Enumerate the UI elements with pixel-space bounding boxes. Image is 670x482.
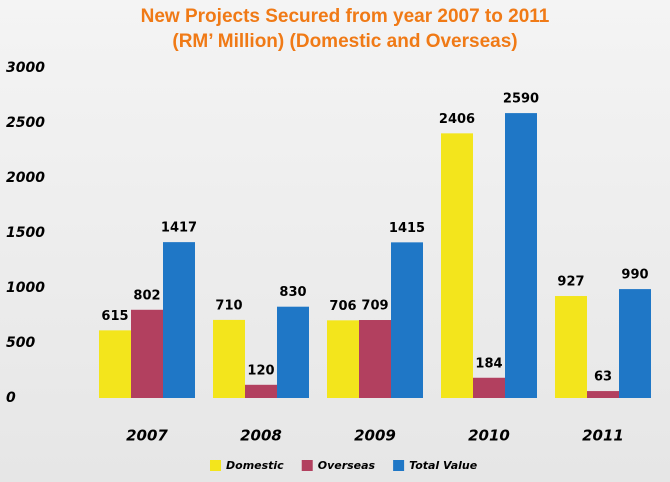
bar	[587, 391, 619, 398]
value-label: 802	[133, 288, 160, 303]
x-tick-label: 2008	[240, 427, 282, 445]
bar	[163, 242, 195, 398]
x-tick-label: 2009	[354, 427, 396, 445]
y-tick-label: 1000	[6, 280, 45, 296]
x-tick-label: 2007	[126, 427, 168, 445]
value-label: 615	[101, 309, 128, 324]
y-tick-label: 2500	[6, 115, 45, 131]
x-tick-label: 2011	[582, 427, 624, 445]
y-tick-label: 2000	[6, 170, 45, 186]
value-label: 120	[247, 363, 274, 378]
value-label: 990	[621, 268, 648, 283]
bar	[131, 309, 163, 398]
y-tick-label: 0	[6, 390, 16, 406]
bar	[277, 306, 309, 398]
value-label: 927	[557, 275, 584, 290]
value-label: 709	[361, 299, 388, 314]
bar	[505, 113, 537, 398]
chart-title: New Projects Secured from year 2007 to 2…	[141, 6, 550, 27]
bar	[359, 320, 391, 398]
legend-swatch	[210, 460, 221, 471]
legend-swatch	[301, 460, 313, 471]
bar	[441, 133, 473, 398]
bar	[473, 377, 505, 398]
legend-swatch	[393, 460, 405, 471]
value-label: 1415	[389, 221, 425, 236]
value-label: 1417	[161, 221, 197, 236]
bar	[213, 319, 245, 398]
bar	[555, 296, 587, 398]
y-tick-label: 500	[6, 335, 35, 351]
value-label: 184	[475, 356, 502, 371]
value-label: 710	[215, 298, 242, 313]
x-tick-label: 2010	[468, 427, 510, 445]
y-tick-label: 1500	[6, 225, 45, 241]
legend-label: Total Value	[409, 459, 478, 472]
value-label: 830	[279, 285, 306, 300]
legend-label: Overseas	[318, 459, 376, 472]
legend-label: Domestic	[226, 459, 284, 472]
bar	[391, 242, 423, 398]
value-label: 2406	[439, 112, 475, 127]
bar	[619, 289, 651, 398]
value-label: 2590	[503, 92, 539, 107]
y-tick-label: 3000	[6, 60, 45, 76]
value-label: 706	[329, 299, 356, 314]
bar	[99, 330, 131, 398]
value-label: 63	[594, 370, 612, 385]
bar	[245, 384, 277, 398]
chart-title: (RM’ Million) (Domestic and Overseas)	[172, 31, 517, 52]
bar	[327, 320, 359, 398]
